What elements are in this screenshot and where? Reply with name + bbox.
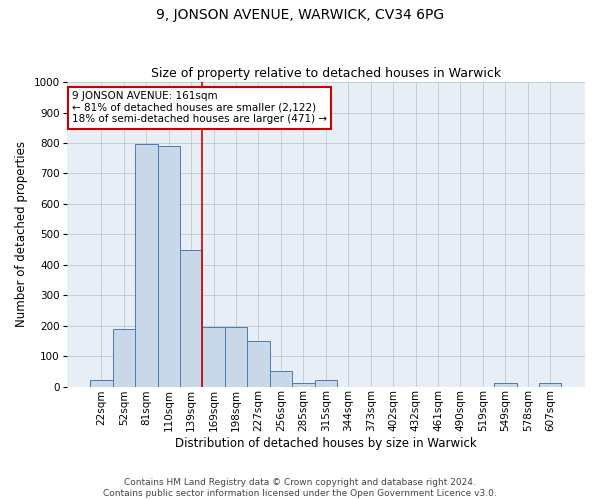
Bar: [202, 327, 225, 386]
Bar: [225, 327, 247, 386]
Title: Size of property relative to detached houses in Warwick: Size of property relative to detached ho…: [151, 66, 501, 80]
Bar: [292, 384, 314, 386]
Text: Contains HM Land Registry data © Crown copyright and database right 2024.
Contai: Contains HM Land Registry data © Crown c…: [103, 478, 497, 498]
Bar: [539, 384, 562, 386]
Bar: [158, 146, 180, 386]
Bar: [270, 372, 292, 386]
Bar: [180, 250, 202, 386]
X-axis label: Distribution of detached houses by size in Warwick: Distribution of detached houses by size …: [175, 437, 476, 450]
Text: 9, JONSON AVENUE, WARWICK, CV34 6PG: 9, JONSON AVENUE, WARWICK, CV34 6PG: [156, 8, 444, 22]
Text: 9 JONSON AVENUE: 161sqm
← 81% of detached houses are smaller (2,122)
18% of semi: 9 JONSON AVENUE: 161sqm ← 81% of detache…: [72, 91, 327, 124]
Bar: [113, 328, 135, 386]
Bar: [247, 341, 270, 386]
Y-axis label: Number of detached properties: Number of detached properties: [15, 142, 28, 328]
Bar: [494, 384, 517, 386]
Bar: [314, 380, 337, 386]
Bar: [90, 380, 113, 386]
Bar: [135, 144, 158, 386]
